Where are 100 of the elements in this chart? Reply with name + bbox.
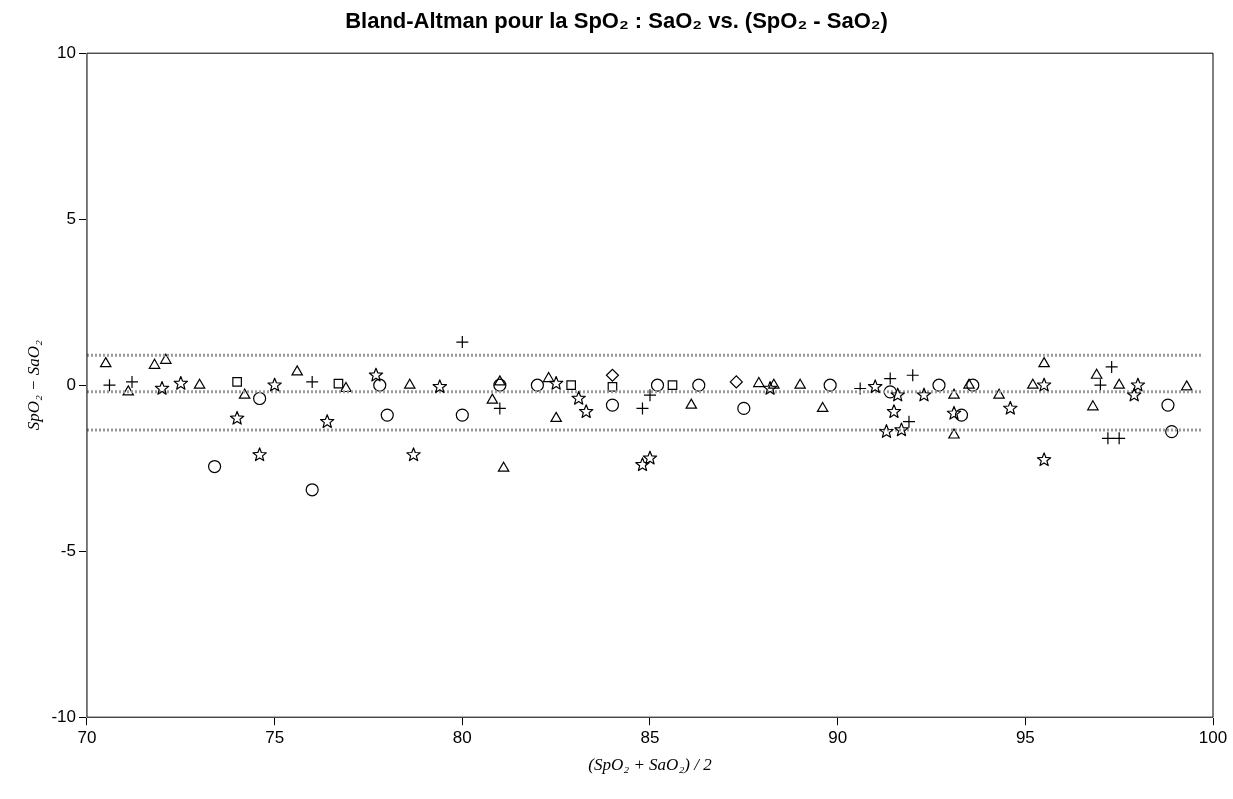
point [946, 405, 962, 420]
point [1090, 368, 1103, 379]
point [753, 376, 765, 388]
point [1180, 380, 1193, 391]
x-tick-label: 75 [265, 728, 285, 748]
point [963, 378, 975, 389]
point [160, 353, 172, 364]
point [890, 387, 905, 402]
y-axis-title: SpO₂ − SaO₂ [23, 339, 43, 431]
point [794, 378, 806, 389]
point [948, 388, 960, 399]
point [238, 388, 251, 399]
point [650, 378, 665, 392]
point [729, 375, 743, 389]
point [768, 378, 780, 389]
point [667, 380, 678, 391]
point [102, 378, 117, 392]
point [1130, 377, 1146, 392]
point [605, 368, 620, 382]
point [867, 379, 883, 394]
point [207, 459, 222, 474]
point [635, 457, 650, 472]
point [966, 378, 980, 392]
point [548, 375, 564, 390]
point [883, 371, 897, 386]
point [1126, 387, 1142, 402]
point [368, 367, 384, 382]
point [1112, 431, 1126, 445]
point [493, 401, 507, 416]
x-tick-label: 95 [1015, 728, 1035, 748]
y-tick-label: 10 [57, 42, 76, 62]
point [373, 378, 387, 392]
point [305, 483, 319, 497]
point [494, 375, 506, 386]
point [571, 390, 586, 405]
chart-title: Bland-Altman pour la SpO₂ : SaO₂ vs. (SpO₂ - SaO₂) [344, 8, 889, 35]
point [333, 378, 344, 389]
point [605, 398, 620, 412]
point [1003, 400, 1018, 415]
point [340, 381, 352, 393]
point [692, 378, 706, 392]
point [635, 401, 650, 416]
point [432, 379, 448, 394]
y-tick-label: -10 [51, 706, 76, 726]
point [894, 422, 909, 437]
point [530, 378, 544, 392]
point [193, 378, 206, 389]
point [607, 382, 618, 392]
point [154, 380, 170, 395]
point [1027, 378, 1039, 389]
point [550, 411, 562, 422]
point [99, 357, 112, 368]
point [932, 378, 946, 392]
point [816, 401, 829, 413]
point [252, 447, 267, 462]
point [883, 385, 897, 399]
x-axis-title: (SpO₂ + SaO₂) / 2 [588, 755, 713, 775]
point [566, 380, 577, 391]
point [232, 377, 242, 387]
point [916, 387, 932, 402]
x-tick-label: 70 [77, 728, 97, 748]
y-tick-label: -5 [60, 540, 76, 560]
y-tick-label: 5 [66, 208, 76, 228]
point [493, 378, 507, 392]
x-tick-label: 90 [828, 728, 848, 748]
point [1036, 377, 1052, 392]
point [1036, 452, 1052, 467]
point [1101, 431, 1115, 445]
point [1161, 398, 1175, 412]
point [173, 375, 189, 390]
point [1165, 425, 1179, 439]
point [993, 388, 1005, 399]
point [685, 398, 698, 409]
y-tick-label: 0 [66, 374, 76, 394]
point [497, 461, 510, 472]
point [642, 450, 658, 465]
point [737, 401, 751, 416]
point [886, 404, 902, 419]
point [486, 393, 499, 404]
point [380, 408, 394, 422]
point [148, 358, 161, 369]
point [403, 378, 416, 389]
x-tick-label: 80 [452, 728, 472, 748]
point [762, 380, 778, 395]
point [1113, 378, 1125, 389]
point [253, 391, 267, 406]
point [1087, 400, 1099, 411]
x-tick-label: 100 [1198, 728, 1228, 748]
point [1038, 357, 1050, 368]
x-tick-label: 85 [640, 728, 660, 748]
point [902, 415, 916, 429]
point [954, 408, 969, 422]
point [122, 385, 135, 396]
point [319, 414, 335, 428]
point [906, 368, 920, 382]
point [406, 447, 421, 462]
point [578, 404, 594, 419]
point [267, 377, 282, 392]
point [948, 428, 960, 439]
point [229, 410, 245, 425]
